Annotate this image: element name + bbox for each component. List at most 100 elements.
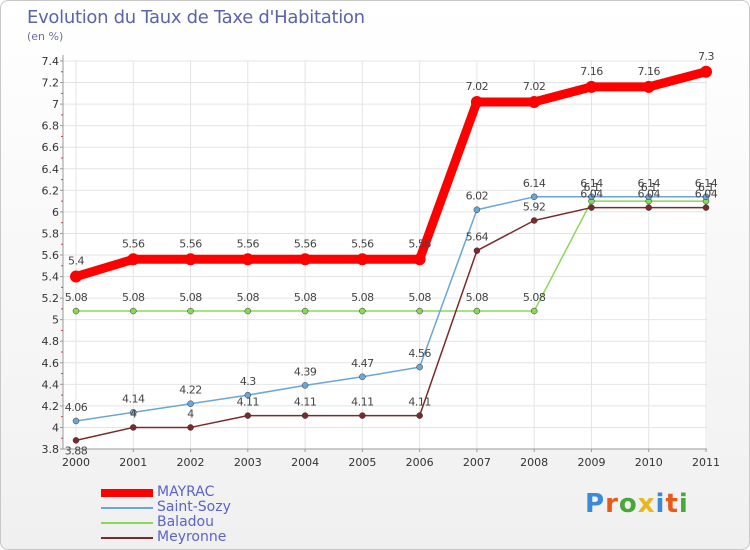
data-label-saint-sozy: 6.14 — [695, 177, 718, 190]
legend-item-meyronne[interactable]: Meyronne — [101, 530, 231, 545]
data-point-mayrac — [299, 253, 312, 266]
data-point-saint-sozy — [187, 400, 194, 407]
data-label-meyronne: 4.11 — [294, 396, 317, 409]
data-point-baladou — [416, 307, 423, 315]
data-label-baladou: 5.08 — [523, 291, 546, 304]
data-label-meyronne: 4 — [187, 407, 194, 420]
y-tick-label: 6.4 — [42, 163, 60, 176]
legend-item-saint-sozy[interactable]: Saint-Sozy — [101, 500, 231, 515]
data-label-saint-sozy: 4.39 — [294, 365, 317, 378]
data-point-saint-sozy — [473, 206, 481, 213]
data-point-meyronne — [702, 204, 710, 211]
data-point-meyronne — [187, 424, 194, 431]
data-label-mayrac: 5.56 — [351, 237, 374, 250]
x-tick-label: 2009 — [577, 456, 605, 469]
data-label-baladou: 5.08 — [466, 291, 489, 304]
y-tick-label: 5.6 — [42, 249, 60, 262]
data-label-meyronne: 5.64 — [466, 231, 489, 244]
data-point-baladou — [130, 307, 137, 315]
data-label-saint-sozy: 4.47 — [351, 357, 374, 370]
x-tick-label: 2011 — [692, 456, 720, 469]
data-point-baladou — [187, 307, 194, 315]
y-tick-label: 6.2 — [42, 184, 60, 197]
y-tick-label: 5.2 — [42, 292, 60, 305]
logo-letter: i — [678, 489, 689, 519]
data-label-meyronne: 6.04 — [580, 188, 603, 201]
data-label-mayrac: 7.02 — [466, 80, 489, 93]
data-label-baladou: 5.08 — [408, 291, 431, 304]
legend-label-meyronne: Meyronne — [157, 529, 227, 545]
data-point-meyronne — [645, 204, 652, 211]
legend-swatch-baladou — [101, 521, 153, 524]
legend-item-mayrac[interactable]: MAYRAC — [101, 485, 231, 500]
data-point-mayrac — [241, 253, 254, 266]
data-label-saint-sozy: 4.22 — [179, 384, 202, 397]
data-label-mayrac: 5.56 — [294, 237, 317, 250]
data-label-saint-sozy: 6.02 — [466, 190, 489, 203]
y-tick-label: 7.4 — [42, 55, 60, 68]
data-label-mayrac: 5.4 — [68, 255, 84, 268]
data-point-baladou — [244, 307, 252, 315]
data-point-saint-sozy — [645, 193, 652, 201]
data-label-saint-sozy: 6.14 — [580, 177, 603, 190]
data-point-meyronne — [130, 424, 137, 431]
legend-swatch-saint-sozy — [101, 506, 153, 509]
logo-letter: o — [618, 489, 638, 519]
data-point-saint-sozy — [301, 382, 309, 389]
data-point-meyronne — [244, 412, 252, 419]
y-tick-label: 4.4 — [42, 378, 60, 391]
legend-label-baladou: Baladou — [157, 514, 214, 530]
data-label-baladou: 6.1 — [698, 181, 714, 194]
data-label-meyronne: 6.04 — [637, 188, 660, 201]
y-tick-label: 3.8 — [42, 443, 60, 456]
logo-letter: x — [637, 489, 656, 519]
data-label-mayrac: 5.56 — [122, 237, 145, 250]
data-label-meyronne: 3.88 — [65, 444, 88, 457]
data-point-mayrac — [356, 253, 369, 266]
data-point-saint-sozy — [359, 373, 366, 381]
y-tick-label: 6.8 — [42, 120, 60, 133]
data-label-meyronne: 4.11 — [408, 396, 431, 409]
data-label-meyronne: 6.04 — [695, 188, 718, 201]
logo-letter: t — [665, 489, 679, 519]
x-tick-label: 2008 — [520, 456, 548, 469]
data-point-baladou — [473, 307, 481, 315]
data-point-mayrac — [528, 95, 541, 108]
data-label-mayrac: 7.02 — [523, 80, 546, 93]
x-tick-label: 2001 — [119, 456, 147, 469]
y-tick-label: 4.2 — [42, 400, 60, 413]
data-label-baladou: 6.1 — [583, 181, 599, 194]
legend-item-baladou[interactable]: Baladou — [101, 515, 231, 530]
data-point-meyronne — [359, 412, 366, 419]
data-label-baladou: 5.08 — [179, 291, 202, 304]
data-label-mayrac: 7.16 — [637, 65, 660, 78]
legend-label-saint-sozy: Saint-Sozy — [157, 499, 231, 515]
data-point-mayrac — [585, 80, 598, 93]
data-label-mayrac: 5.56 — [408, 237, 431, 250]
data-point-mayrac — [70, 270, 82, 283]
data-label-meyronne: 4.11 — [237, 396, 260, 409]
data-label-saint-sozy: 4.3 — [240, 375, 256, 388]
data-point-baladou — [72, 307, 80, 315]
data-label-mayrac: 5.56 — [237, 237, 260, 250]
data-point-meyronne — [301, 412, 309, 419]
data-point-baladou — [530, 307, 538, 315]
y-tick-label: 5 — [52, 314, 59, 327]
data-label-baladou: 6.1 — [641, 181, 657, 194]
data-label-baladou: 5.08 — [237, 291, 260, 304]
data-label-meyronne: 4 — [130, 407, 137, 420]
data-label-baladou: 5.08 — [65, 291, 88, 304]
x-tick-label: 2010 — [635, 456, 663, 469]
y-tick-label: 4 — [52, 421, 59, 434]
legend-swatch-mayrac — [101, 488, 153, 497]
data-label-baladou: 5.08 — [122, 291, 145, 304]
data-point-mayrac — [700, 65, 712, 78]
data-point-meyronne — [588, 204, 595, 211]
chart-title: Evolution du Taux de Taxe d'Habitation — [27, 7, 365, 28]
y-tick-label: 5.8 — [42, 227, 60, 240]
chart-legend: MAYRAC Saint-Sozy Baladou Meyronne — [101, 485, 231, 545]
x-tick-label: 2000 — [62, 456, 90, 469]
data-point-saint-sozy — [530, 193, 538, 201]
data-point-baladou — [359, 307, 366, 315]
data-label-meyronne: 5.92 — [523, 201, 546, 214]
